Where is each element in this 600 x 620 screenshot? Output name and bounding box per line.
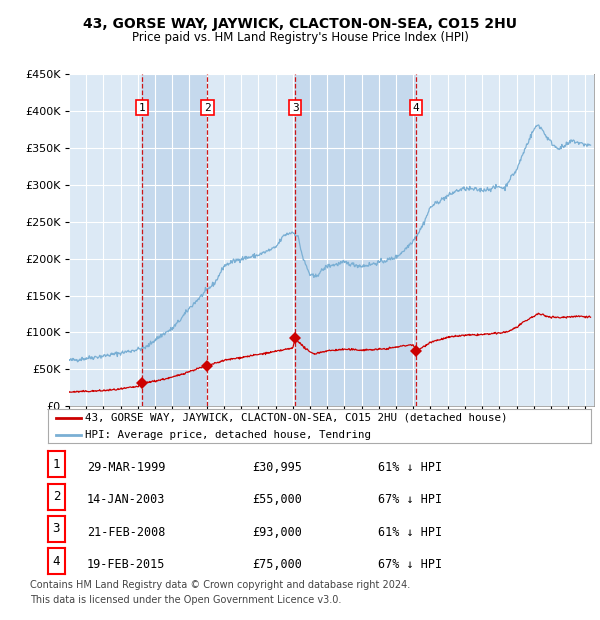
Text: 67% ↓ HPI: 67% ↓ HPI (378, 558, 442, 571)
Text: 21-FEB-2008: 21-FEB-2008 (87, 526, 166, 539)
Text: HPI: Average price, detached house, Tendring: HPI: Average price, detached house, Tend… (85, 430, 371, 440)
Text: 4: 4 (53, 555, 60, 567)
Bar (142, 74, 208, 406)
Bar (295, 74, 416, 406)
Text: Price paid vs. HM Land Registry's House Price Index (HPI): Price paid vs. HM Land Registry's House … (131, 31, 469, 44)
Text: Contains HM Land Registry data © Crown copyright and database right 2024.: Contains HM Land Registry data © Crown c… (30, 580, 410, 590)
Text: 43, GORSE WAY, JAYWICK, CLACTON-ON-SEA, CO15 2HU: 43, GORSE WAY, JAYWICK, CLACTON-ON-SEA, … (83, 17, 517, 32)
Text: 2: 2 (53, 490, 60, 503)
Text: 2: 2 (204, 102, 211, 113)
Text: 14-JAN-2003: 14-JAN-2003 (87, 494, 166, 507)
Text: 29-MAR-1999: 29-MAR-1999 (87, 461, 166, 474)
Text: £55,000: £55,000 (252, 494, 302, 507)
Bar (208, 74, 295, 406)
Text: 3: 3 (53, 523, 60, 535)
Text: This data is licensed under the Open Government Licence v3.0.: This data is licensed under the Open Gov… (30, 595, 341, 605)
Text: 61% ↓ HPI: 61% ↓ HPI (378, 461, 442, 474)
Text: 19-FEB-2015: 19-FEB-2015 (87, 558, 166, 571)
Text: £93,000: £93,000 (252, 526, 302, 539)
Text: 67% ↓ HPI: 67% ↓ HPI (378, 494, 442, 507)
Text: 1: 1 (53, 458, 60, 471)
Text: 43, GORSE WAY, JAYWICK, CLACTON-ON-SEA, CO15 2HU (detached house): 43, GORSE WAY, JAYWICK, CLACTON-ON-SEA, … (85, 413, 508, 423)
Text: 3: 3 (292, 102, 299, 113)
Text: 4: 4 (412, 102, 419, 113)
Bar (416, 74, 594, 406)
Text: £75,000: £75,000 (252, 558, 302, 571)
Text: £30,995: £30,995 (252, 461, 302, 474)
Text: 61% ↓ HPI: 61% ↓ HPI (378, 526, 442, 539)
Text: 1: 1 (139, 102, 145, 113)
